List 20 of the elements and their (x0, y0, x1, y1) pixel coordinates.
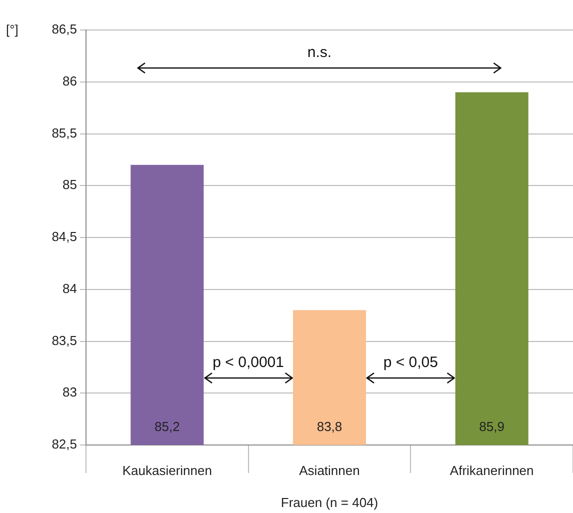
y-tick-label: 85 (62, 177, 77, 192)
data-label: 85,2 (154, 419, 180, 434)
y-tick-label: 82,5 (52, 436, 77, 452)
y-tick-label: 86,5 (52, 22, 77, 37)
y-tick-label: 83 (62, 384, 77, 400)
y-axis-title: [°] (6, 22, 18, 37)
annotation: n.s. (305, 44, 334, 61)
x-tick-label: Kaukasierinnen (122, 463, 212, 478)
y-tick-label: 84 (62, 280, 77, 296)
x-axis-title: Frauen (n = 404) (280, 495, 378, 510)
data-label: 83,8 (316, 419, 342, 434)
y-tick-label: 84,5 (52, 229, 77, 244)
data-label: 85,9 (479, 419, 504, 434)
y-tick-label: 83,5 (52, 332, 77, 348)
annotation: p < 0,0001 (210, 354, 286, 371)
y-tick-label: 85,5 (52, 125, 77, 140)
y-tick-label: 86 (62, 73, 77, 88)
x-tick-label: Asiatinnen (299, 463, 360, 478)
x-tick-label: Afrikanerinnen (450, 463, 534, 478)
annotation: p < 0,05 (381, 354, 440, 371)
